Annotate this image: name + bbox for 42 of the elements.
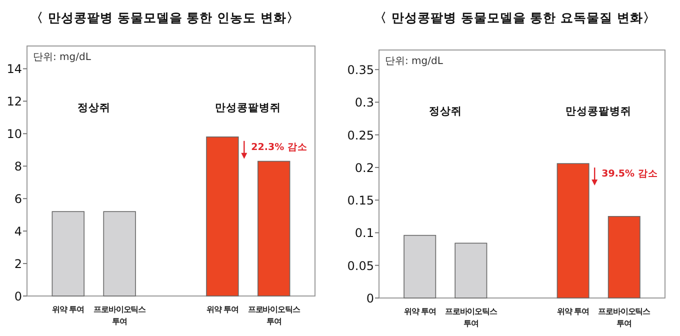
y-tick-label: 6 xyxy=(14,192,22,206)
x-tick-label: 프로바이오틱스 투여 xyxy=(445,307,498,328)
annotation: 39.5% 감소 xyxy=(602,168,658,180)
x-tick-label: 위약 투여 xyxy=(206,305,238,314)
x-tick-label: 프로바이오틱스 투여 xyxy=(94,305,146,326)
y-tick-label: 2 xyxy=(14,257,22,272)
y-tick-label: 0.3 xyxy=(354,96,374,110)
y-tick-label: 12 xyxy=(6,94,22,109)
x-tick-label: 위약 투여 xyxy=(404,307,436,316)
bar xyxy=(52,211,84,296)
y-tick-label: 10 xyxy=(6,127,22,142)
y-tick-label: 0.35 xyxy=(347,63,374,78)
chart-title: 〈 만성콩팥병 동물모델을 통한 요독물질 변화〉 xyxy=(374,10,656,25)
bar xyxy=(103,211,136,296)
annotation: 단위: mg/dL xyxy=(33,52,92,63)
y-tick-label: 0.05 xyxy=(347,258,374,273)
y-tick-label: 4 xyxy=(14,224,22,239)
y-tick-label: 14 xyxy=(6,62,22,76)
y-tick-label: 0 xyxy=(366,292,374,306)
annotation: 만성콩팥병쥐 xyxy=(215,102,282,114)
y-tick-label: 0.25 xyxy=(347,128,374,142)
annotation: 단위: mg/dL xyxy=(385,56,444,67)
y-tick-label: 8 xyxy=(14,160,22,174)
bar xyxy=(258,160,290,296)
annotation: 만성콩팥병쥐 xyxy=(566,105,632,118)
bar xyxy=(454,242,488,298)
annotation: 정상쥐 xyxy=(77,102,110,114)
bar xyxy=(206,136,239,296)
y-tick-label: 0.2 xyxy=(354,160,374,175)
x-tick-label: 프로바이오틱스 투여 xyxy=(248,305,300,326)
y-tick-label: 0.15 xyxy=(347,194,374,208)
annotation: 정상쥐 xyxy=(428,105,462,118)
y-tick-label: 0.1 xyxy=(354,226,374,240)
x-tick-label: 프로바이오틱스 투여 xyxy=(598,307,651,328)
x-tick-label: 위약 투여 xyxy=(557,307,589,316)
chart-title: 〈 만성콩팥병 동물모델을 통한 인농도 변화〉 xyxy=(30,10,300,25)
annotation: 22.3% 감소 xyxy=(251,142,308,153)
y-tick-label: 0 xyxy=(14,290,22,304)
bar xyxy=(404,234,436,298)
x-tick-label: 위약 투여 xyxy=(52,305,84,314)
bar xyxy=(608,216,640,298)
bar xyxy=(556,163,590,298)
